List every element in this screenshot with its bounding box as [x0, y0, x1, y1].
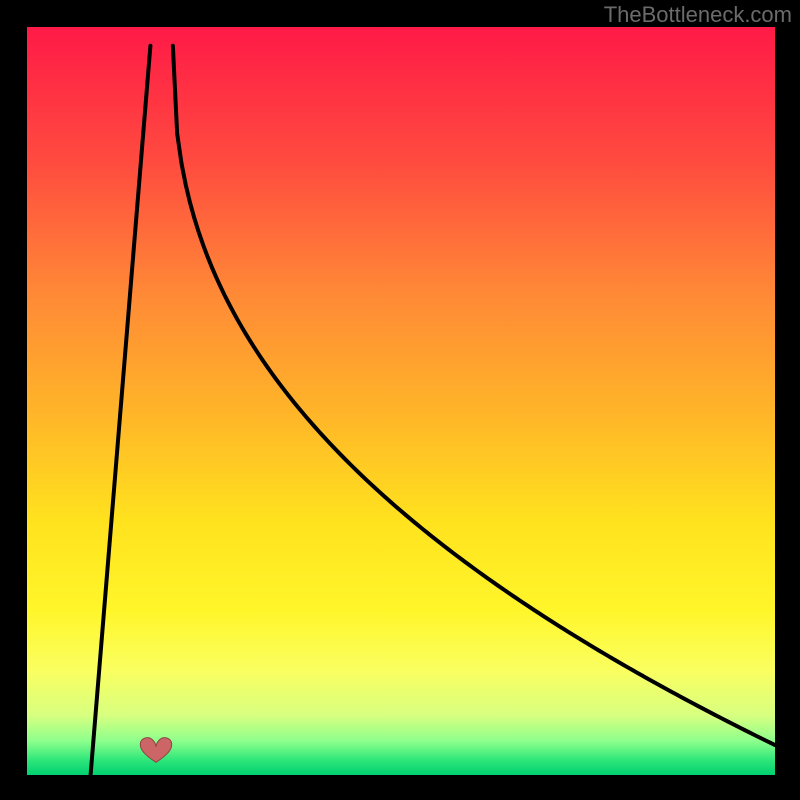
- watermark-text: TheBottleneck.com: [604, 2, 792, 28]
- valley-marker: [139, 735, 173, 763]
- curve: [27, 27, 775, 775]
- chart-frame: TheBottleneck.com: [0, 0, 800, 800]
- heart-icon: [139, 735, 173, 763]
- plot-area: [27, 27, 775, 775]
